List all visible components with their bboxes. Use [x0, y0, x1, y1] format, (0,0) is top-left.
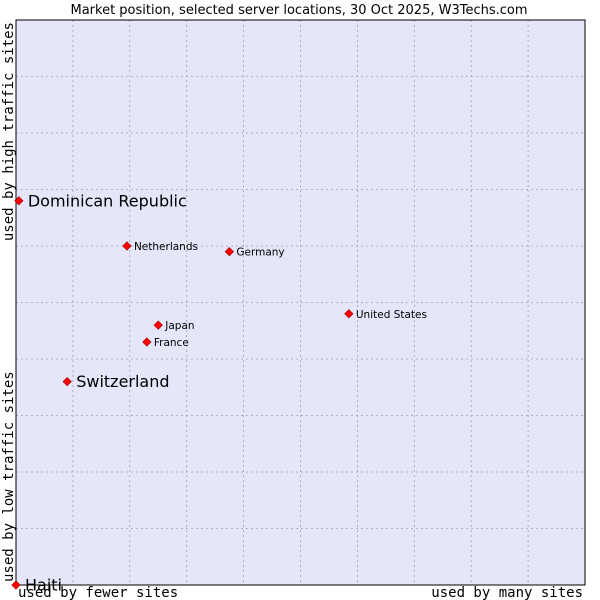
grid-lines: [16, 20, 585, 585]
point-label-germany: Germany: [236, 247, 284, 259]
point-label-dominican-republic: Dominican Republic: [28, 191, 187, 210]
point-label-haiti: Haiti: [25, 576, 62, 595]
point-marker-france[interactable]: [142, 337, 152, 347]
point-marker-netherlands[interactable]: [122, 241, 132, 251]
y-axis-label-top: used by high traffic sites: [1, 22, 17, 241]
point-label-switzerland: Switzerland: [76, 372, 169, 391]
point-label-japan: Japan: [164, 320, 194, 332]
point-label-netherlands: Netherlands: [134, 241, 198, 253]
x-axis-label-left: used by fewer sites: [18, 585, 178, 600]
point-label-united-states: United States: [356, 309, 427, 321]
point-label-france: France: [154, 337, 189, 349]
plot-border: [15, 19, 586, 586]
x-axis-label-right: used by many sites: [431, 585, 583, 600]
point-marker-united-states[interactable]: [344, 309, 354, 319]
point-marker-haiti[interactable]: [11, 580, 21, 590]
point-marker-japan[interactable]: [153, 320, 163, 330]
y-axis-label-bottom: used by low traffic sites: [1, 371, 17, 582]
chart-title: Market position, selected server locatio…: [70, 3, 527, 18]
data-points: Dominican Republic Netherlands Germany Unit…: [11, 191, 427, 595]
point-marker-switzerland[interactable]: [62, 376, 72, 387]
point-marker-dominican-republic[interactable]: [14, 196, 24, 206]
point-marker-germany[interactable]: [224, 247, 234, 257]
